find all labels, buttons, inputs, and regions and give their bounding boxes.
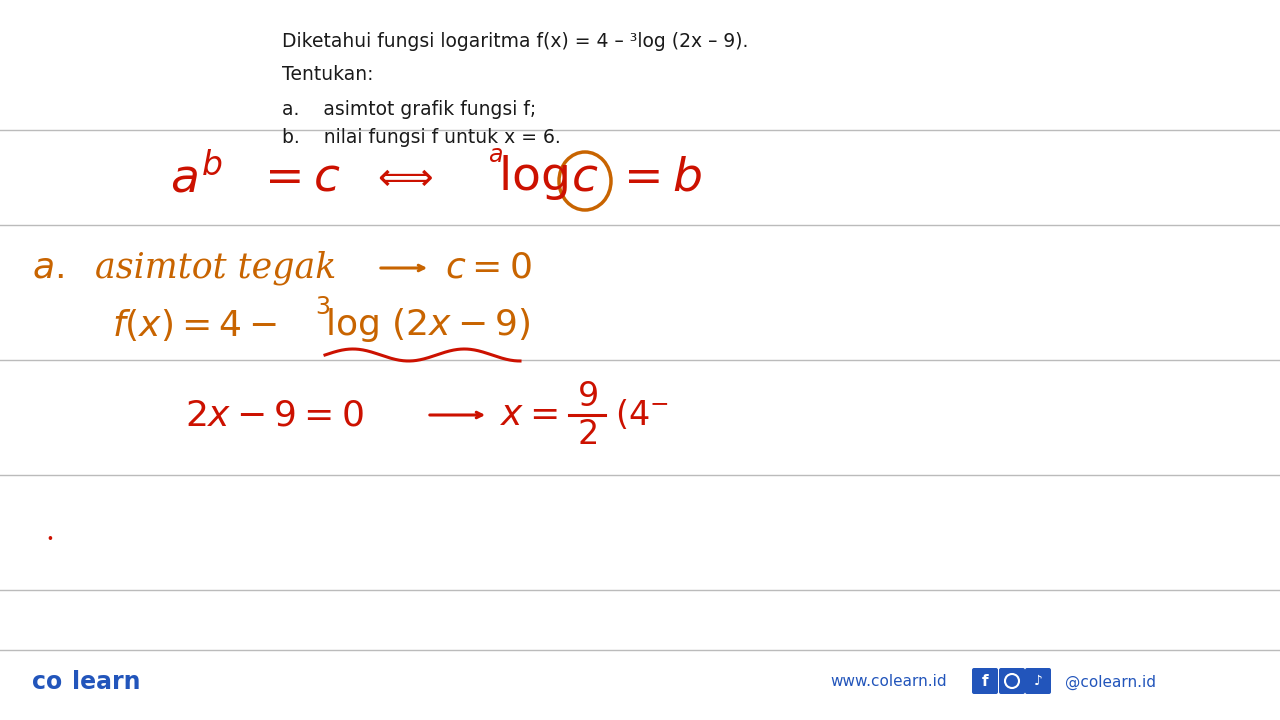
Text: a.    asimtot grafik fungsi f;: a. asimtot grafik fungsi f; <box>282 100 536 119</box>
Text: co: co <box>32 670 63 694</box>
Text: $a.$: $a.$ <box>32 251 64 285</box>
Text: b.    nilai fungsi f untuk x = 6.: b. nilai fungsi f untuk x = 6. <box>282 128 561 147</box>
Text: $= b$: $= b$ <box>614 156 701 201</box>
Text: $2x - 9 = 0$: $2x - 9 = 0$ <box>186 398 364 432</box>
Text: Diketahui fungsi logaritma f(x) = 4 – ³log (2x – 9).: Diketahui fungsi logaritma f(x) = 4 – ³l… <box>282 32 749 51</box>
Text: $x =$: $x =$ <box>500 398 558 432</box>
Text: @colearn.id: @colearn.id <box>1065 675 1156 690</box>
FancyBboxPatch shape <box>972 668 998 694</box>
Text: $(4^{-}$: $(4^{-}$ <box>614 398 668 432</box>
Text: .: . <box>45 518 54 546</box>
FancyBboxPatch shape <box>1025 668 1051 694</box>
Text: learn: learn <box>72 670 141 694</box>
Text: $a$: $a$ <box>488 145 503 168</box>
Text: $2$: $2$ <box>577 419 596 451</box>
Text: $\log\,(2x - 9)$: $\log\,(2x - 9)$ <box>325 306 530 344</box>
Text: ♪: ♪ <box>1033 674 1042 688</box>
Text: $\Longleftrightarrow$: $\Longleftrightarrow$ <box>370 160 434 197</box>
Text: $a^b$: $a^b$ <box>170 153 223 202</box>
Text: $9$: $9$ <box>576 381 598 413</box>
Text: $c$: $c$ <box>571 156 599 201</box>
FancyBboxPatch shape <box>998 668 1025 694</box>
Text: $= c$: $= c$ <box>255 156 340 201</box>
Text: $\log$: $\log$ <box>498 153 568 202</box>
Text: f: f <box>982 673 988 688</box>
Text: $c = 0$: $c = 0$ <box>445 251 531 285</box>
Text: Tentukan:: Tentukan: <box>282 65 374 84</box>
Text: asimtot tegak: asimtot tegak <box>95 251 337 285</box>
Text: $3$: $3$ <box>315 295 330 318</box>
Text: $f(x) = 4 -$: $f(x) = 4 -$ <box>113 307 278 343</box>
Text: www.colearn.id: www.colearn.id <box>829 675 947 690</box>
